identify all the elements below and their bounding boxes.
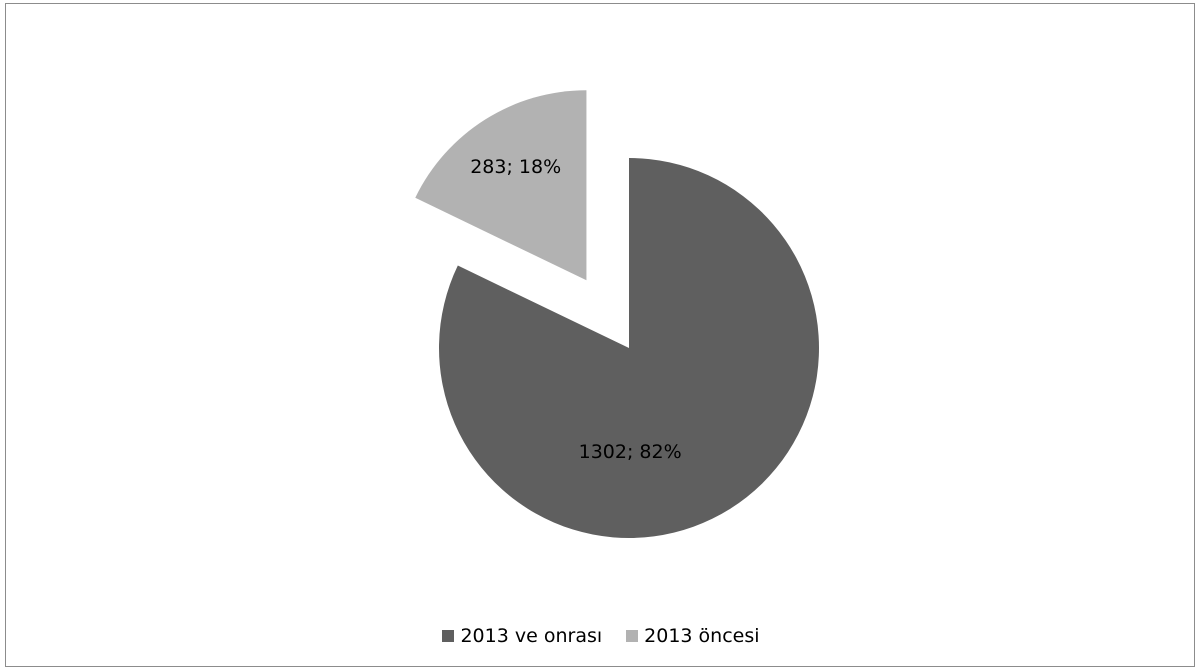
legend-swatch-2013-oncesi bbox=[626, 630, 639, 642]
pie-chart: 1302; 82% 283; 18% bbox=[415, 90, 819, 538]
pie-slice-2013-ve-onrasi[interactable] bbox=[439, 158, 819, 538]
pie-data-labels: 1302; 82% 283; 18% bbox=[470, 156, 681, 463]
chart-frame: 1302; 82% 283; 18% 2013 ve onrası 2013 ön… bbox=[5, 3, 1195, 667]
pie-slice-2013-oncesi[interactable] bbox=[415, 90, 587, 281]
legend-swatch-2013-ve-onrasi bbox=[442, 630, 455, 642]
legend: 2013 ve onrası 2013 öncesi bbox=[6, 625, 1196, 647]
data-label-2013-ve-onrasi: 1302; 82% bbox=[579, 441, 682, 463]
legend-label-2013-oncesi: 2013 öncesi bbox=[644, 625, 760, 647]
data-label-2013-oncesi: 283; 18% bbox=[470, 156, 561, 178]
legend-label-2013-ve-onrasi: 2013 ve onrası bbox=[460, 625, 603, 647]
legend-item-2013-oncesi[interactable]: 2013 öncesi bbox=[626, 625, 760, 647]
pie-slices bbox=[415, 90, 819, 538]
legend-item-2013-ve-onrasi[interactable]: 2013 ve onrası bbox=[442, 625, 602, 647]
